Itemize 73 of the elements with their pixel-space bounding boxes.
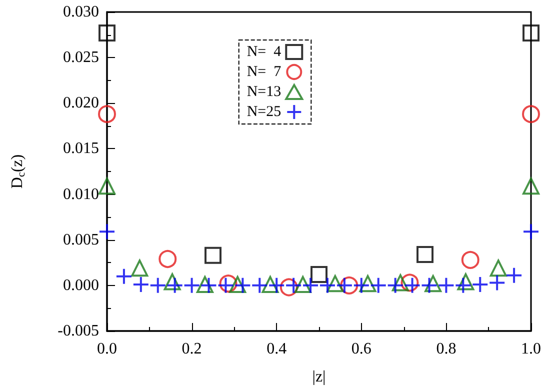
point [115, 268, 132, 285]
point [336, 276, 353, 294]
point [131, 260, 148, 277]
y-tick-label: 0.005 [63, 231, 99, 248]
point [183, 276, 200, 294]
point [438, 276, 455, 294]
point [280, 278, 298, 296]
point [302, 276, 320, 294]
legend-label: N= 7 [246, 64, 282, 80]
point [285, 276, 302, 294]
x-tick-label: 0.2 [182, 340, 202, 358]
x-tick-label: 1.0 [521, 340, 541, 358]
point [234, 276, 252, 294]
point [522, 105, 540, 124]
point [149, 276, 166, 294]
point [318, 276, 336, 294]
point [420, 276, 438, 294]
point [522, 178, 540, 195]
point [204, 246, 222, 264]
point [166, 276, 184, 294]
y-tick-label: 0.000 [63, 276, 99, 294]
x-tick-label: 0.8 [436, 340, 456, 358]
point [196, 276, 214, 294]
x-tick-label: 0.0 [97, 340, 117, 358]
point [164, 273, 181, 290]
point [416, 246, 434, 263]
point [217, 276, 234, 294]
point [386, 276, 404, 294]
point [488, 274, 506, 292]
point [404, 276, 421, 294]
point [310, 266, 328, 283]
y-tick-label: 0.030 [63, 4, 99, 20]
point [522, 24, 540, 42]
point [98, 178, 116, 195]
y-tick-label: 0.010 [63, 186, 99, 203]
point [400, 274, 419, 292]
point [490, 260, 507, 277]
y-axis-title: Dc(z) [9, 154, 28, 189]
point [98, 24, 116, 42]
point [392, 274, 409, 292]
y-tick-label: 0.020 [63, 94, 99, 112]
point [461, 250, 480, 269]
point [294, 276, 312, 294]
point [352, 276, 370, 294]
point [98, 223, 116, 240]
point [268, 276, 286, 294]
point [200, 276, 218, 294]
point [454, 276, 472, 294]
point [359, 275, 376, 292]
point [370, 276, 387, 294]
y-tick-label: 0.025 [63, 49, 99, 66]
point [472, 276, 489, 294]
point [219, 274, 238, 293]
point [98, 105, 116, 124]
legend-label: N=25 [246, 104, 282, 120]
y-tick-label: 0.015 [63, 140, 99, 158]
y-tick-label: -0.005 [58, 322, 99, 340]
legend-label: N= 4 [246, 44, 282, 60]
x-axis-title: |z| [312, 368, 326, 386]
x-tick-label: 0.6 [351, 340, 372, 358]
point [506, 266, 523, 284]
point [158, 250, 177, 268]
point [251, 276, 268, 294]
point [132, 276, 150, 294]
point [326, 275, 344, 292]
legend-label: N=13 [246, 84, 282, 100]
x-tick-label: 0.4 [266, 340, 287, 358]
point [457, 273, 474, 290]
point [262, 276, 279, 294]
point [522, 223, 540, 240]
point [340, 276, 358, 294]
point [229, 276, 246, 294]
point [424, 275, 442, 292]
